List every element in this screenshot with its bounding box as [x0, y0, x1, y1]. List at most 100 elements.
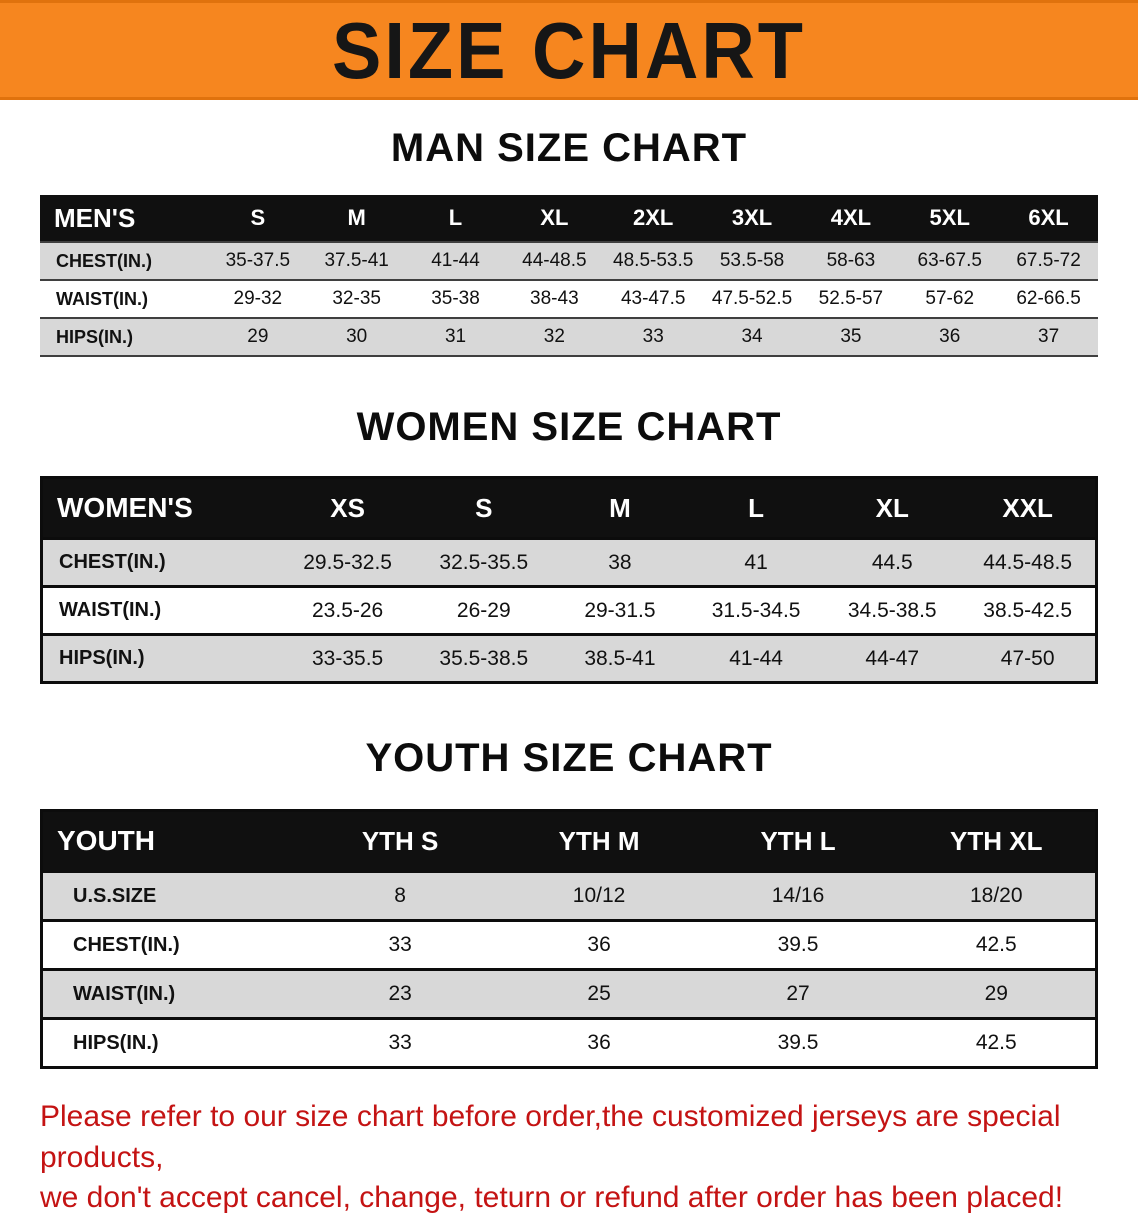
size-value-cell: 67.5-72	[1016, 250, 1081, 271]
size-value-cell: 30	[346, 326, 368, 347]
size-value-cell: 38	[608, 550, 632, 574]
size-value-cell: 34	[741, 326, 763, 347]
table-row: HIPS(IN.) 33 36 39.5 42.5	[41, 1018, 1097, 1068]
youth-section-title: YOUTH SIZE CHART	[365, 736, 773, 780]
header-row: MEN'S S M L XL 2XL 3XL 4XL 5XL 6XL	[40, 195, 1098, 242]
size-value-cell: 33	[388, 1031, 412, 1054]
row-label: HIPS(IN.)	[59, 647, 145, 669]
size-value-cell: 32	[543, 326, 565, 347]
banner-title: SIZE CHART	[332, 5, 806, 95]
size-value-cell: 18/20	[969, 884, 1023, 907]
size-value-cell: 48.5-53.5	[613, 250, 694, 271]
row-label: CHEST(IN.)	[56, 250, 152, 271]
row-label: U.S.SIZE	[73, 884, 157, 907]
table-row: WAIST(IN.) 23.5-26 26-29 29-31.5 31.5-34.5 34…	[41, 586, 1097, 635]
row-label: WAIST(IN.)	[73, 982, 176, 1005]
size-column-header: XXL	[960, 477, 1097, 539]
women-size-table: WOMEN'S XS S M L XL XXL CHEST(IN.) 29.5-32.5 32.5…	[40, 476, 1098, 684]
size-value-cell: 36	[939, 326, 961, 347]
size-value-cell: 35-37.5	[225, 250, 291, 271]
size-value-cell: 42.5	[975, 1031, 1017, 1054]
table-corner-label: MEN'S	[40, 195, 209, 242]
size-value-cell: 63-67.5	[917, 250, 982, 271]
size-value-cell: 53.5-58	[719, 250, 785, 271]
size-value-cell: 44-47	[865, 646, 920, 670]
size-column-header: M	[551, 477, 689, 539]
men-size-table: MEN'S S M L XL 2XL 3XL 4XL 5XL 6XL CHEST(IN.) 35-37…	[40, 195, 1098, 357]
size-value-cell: 10/12	[572, 884, 626, 907]
table-corner-label: WOMEN'S	[41, 477, 280, 539]
size-value-cell: 29	[247, 326, 269, 347]
size-value-cell: 47-50	[1000, 646, 1055, 670]
size-column-header: 4XL	[801, 195, 901, 242]
size-column-header: S	[208, 195, 308, 242]
size-value-cell: 38-43	[530, 288, 579, 309]
size-column-header: XL	[824, 477, 961, 539]
size-value-cell: 37.5-41	[324, 250, 389, 271]
table-row: HIPS(IN.) 29 30 31 32 33 34 35 36 37	[40, 318, 1098, 356]
table-corner-label: YOUTH	[41, 810, 301, 872]
size-value-cell: 39.5	[777, 933, 819, 956]
table-row: CHEST(IN.) 29.5-32.5 32.5-35.5 38 41 44.5 44.5…	[41, 538, 1097, 587]
disclaimer-text: Please refer to our size chart before or…	[40, 1097, 1108, 1219]
size-value-cell: 23.5-26	[312, 598, 384, 622]
size-value-cell: 47.5-52.5	[711, 288, 793, 309]
size-value-cell: 32.5-35.5	[439, 550, 529, 574]
size-value-cell: 32-35	[332, 288, 381, 309]
row-label: WAIST(IN.)	[59, 599, 162, 621]
women-section-title: WOMEN SIZE CHART	[356, 405, 782, 449]
size-value-cell: 41	[744, 550, 768, 574]
table-row: U.S.SIZE 8 10/12 14/16 18/20	[41, 871, 1097, 921]
size-column-header: 6XL	[999, 195, 1098, 242]
row-label: HIPS(IN.)	[56, 326, 134, 347]
size-value-cell: 41-44	[729, 646, 783, 670]
disclaimer-line-1: Please refer to our size chart before or…	[40, 1100, 1061, 1174]
size-value-cell: 38.5-42.5	[983, 598, 1073, 622]
size-value-cell: 57-62	[925, 288, 975, 309]
size-value-cell: 43-47.5	[620, 288, 686, 309]
header-row: WOMEN'S XS S M L XL XXL	[41, 477, 1097, 539]
size-column-header: 5XL	[900, 195, 1000, 242]
size-value-cell: 35	[840, 326, 862, 347]
size-column-header: XL	[504, 195, 604, 242]
size-column-header: YTH M	[499, 810, 699, 872]
size-column-header: S	[415, 477, 552, 539]
size-value-cell: 33-35.5	[312, 646, 384, 670]
size-value-cell: 31.5-34.5	[711, 598, 801, 622]
table-row: WAIST(IN.) 29-32 32-35 35-38 38-43 43-47.5 47.…	[40, 280, 1098, 318]
size-column-header: YTH XL	[897, 810, 1097, 872]
size-column-header: L	[406, 195, 505, 242]
size-value-cell: 26-29	[456, 598, 511, 622]
disclaimer-line-2: we don't accept cancel, change, teturn o…	[40, 1181, 1064, 1214]
size-value-cell: 39.5	[777, 1031, 819, 1054]
size-value-cell: 37	[1038, 326, 1060, 347]
size-value-cell: 29	[984, 982, 1008, 1005]
table-row: CHEST(IN.) 33 36 39.5 42.5	[41, 920, 1097, 970]
size-value-cell: 44-48.5	[522, 250, 587, 271]
size-column-header: XS	[279, 477, 416, 539]
size-value-cell: 42.5	[975, 933, 1017, 956]
size-value-cell: 38.5-41	[584, 646, 656, 670]
size-value-cell: 62-66.5	[1016, 288, 1081, 309]
size-value-cell: 34.5-38.5	[847, 598, 937, 622]
size-value-cell: 23	[388, 982, 412, 1005]
size-value-cell: 29-32	[233, 288, 283, 309]
row-label: HIPS(IN.)	[73, 1031, 159, 1054]
size-value-cell: 33	[388, 933, 412, 956]
size-value-cell: 52.5-57	[818, 288, 884, 309]
table-row: CHEST(IN.) 35-37.5 37.5-41 41-44 44-48.5 48.5…	[40, 242, 1098, 280]
size-value-cell: 27	[786, 982, 810, 1005]
size-value-cell: 29.5-32.5	[303, 550, 392, 574]
table-row: WAIST(IN.) 23 25 27 29	[41, 969, 1097, 1019]
size-value-cell: 35-38	[431, 288, 480, 309]
size-chart-banner: SIZE CHART	[0, 0, 1138, 100]
size-value-cell: 35.5-38.5	[439, 646, 529, 670]
size-column-header: YTH S	[300, 810, 500, 872]
size-value-cell: 8	[394, 884, 406, 907]
size-value-cell: 33	[642, 326, 664, 347]
size-value-cell: 29-31.5	[584, 598, 656, 622]
men-section-title: MAN SIZE CHART	[390, 126, 748, 170]
size-value-cell: 36	[587, 1031, 611, 1054]
header-row: YOUTH YTH S YTH M YTH L YTH XL	[41, 810, 1097, 872]
